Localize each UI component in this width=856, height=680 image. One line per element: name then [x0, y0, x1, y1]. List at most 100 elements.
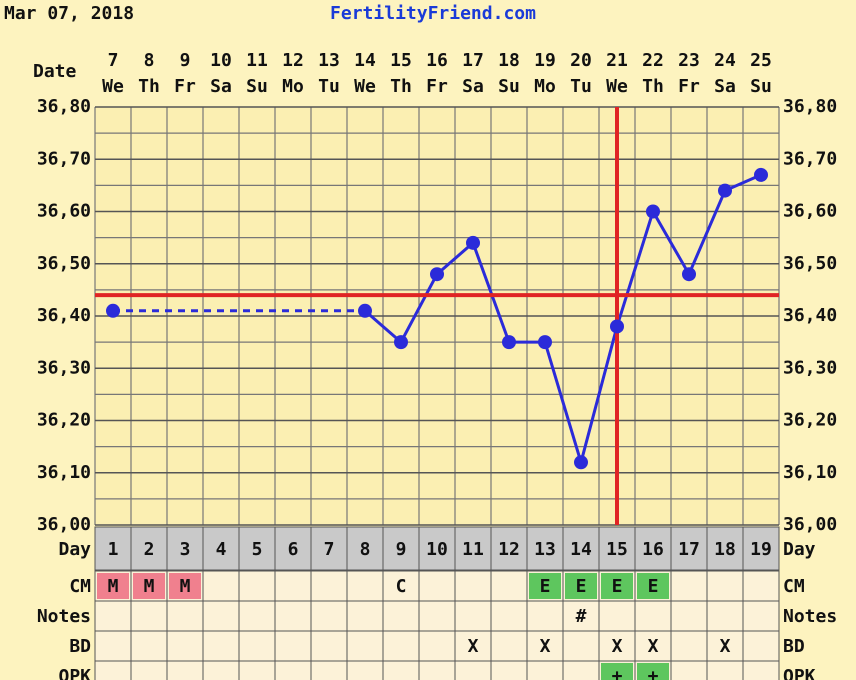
weekday-label: Th	[390, 76, 412, 97]
table-cell	[382, 570, 420, 602]
x-tick-label: 18	[498, 50, 520, 71]
cell-value: X	[648, 636, 659, 657]
x-tick-label: 9	[180, 50, 191, 71]
temperature-point	[682, 267, 696, 282]
table-cell	[598, 630, 636, 662]
table-cell	[202, 600, 240, 632]
table-cell	[130, 630, 168, 662]
cell-highlight	[565, 573, 597, 599]
row-label: CM	[783, 576, 805, 597]
x-tick-label: 21	[606, 50, 628, 71]
row-label: OPK	[58, 666, 91, 680]
cycle-day: 8	[360, 539, 371, 560]
y-tick-label: 36,30	[37, 357, 91, 378]
table-cell	[706, 570, 744, 602]
x-tick-label: 20	[570, 50, 592, 71]
table-cell	[202, 630, 240, 662]
y2-tick-label: 36,20	[783, 410, 837, 431]
cycle-day: 4	[216, 539, 227, 560]
table-cell	[742, 660, 780, 680]
temperature-point	[466, 235, 480, 250]
y2-tick-label: 36,30	[783, 357, 837, 378]
cycle-day: 3	[180, 539, 191, 560]
cell-value: E	[576, 576, 587, 597]
table-cell	[310, 570, 348, 602]
cell-value: X	[720, 636, 731, 657]
temperature-point	[538, 335, 552, 350]
table-cell	[490, 600, 528, 632]
table-cell	[670, 660, 708, 680]
cycle-day: 2	[144, 539, 155, 560]
weekday-label: Su	[750, 76, 772, 97]
table-cell	[490, 660, 528, 680]
cycle-day: 1	[108, 539, 119, 560]
cell-value: M	[180, 576, 191, 597]
table-cell	[742, 600, 780, 632]
cycle-day: 13	[534, 539, 556, 560]
weekday-label: We	[354, 76, 376, 97]
table-cell	[202, 570, 240, 602]
table-cell	[418, 600, 456, 632]
cycle-day: 10	[426, 539, 448, 560]
y-tick-label: 36,20	[37, 410, 91, 431]
table-cell	[706, 660, 744, 680]
y2-tick-label: 36,00	[783, 514, 837, 535]
cell-value: E	[540, 576, 551, 597]
y-tick-label: 36,50	[37, 253, 91, 274]
y2-tick-label: 36,70	[783, 148, 837, 169]
temperature-point	[358, 303, 372, 318]
x-tick-label: 22	[642, 50, 664, 71]
cell-highlight	[637, 573, 669, 599]
temperature-point	[574, 455, 588, 470]
table-cell	[238, 660, 276, 680]
table-cell	[94, 600, 132, 632]
y2-tick-label: 36,50	[783, 253, 837, 274]
x-tick-label: 23	[678, 50, 700, 71]
site-name[interactable]: FertilityFriend.com	[330, 3, 536, 24]
weekday-label: Sa	[462, 76, 484, 97]
table-cell	[94, 630, 132, 662]
x-tick-label: 12	[282, 50, 304, 71]
x-tick-label: 24	[714, 50, 736, 71]
table-cell	[310, 600, 348, 632]
table-cell	[166, 630, 204, 662]
cell-highlight	[601, 663, 633, 680]
table-cell	[166, 660, 204, 680]
table-cell	[562, 660, 600, 680]
table-cell	[274, 630, 312, 662]
cell-value: +	[612, 666, 623, 680]
y-tick-label: 36,40	[37, 305, 91, 326]
table-cell	[130, 600, 168, 632]
table-cell	[670, 630, 708, 662]
table-cell	[274, 600, 312, 632]
table-cell	[454, 600, 492, 632]
cycle-day: 11	[462, 539, 484, 560]
x-tick-label: 16	[426, 50, 448, 71]
y2-tick-label: 36,10	[783, 462, 837, 483]
weekday-label: Fr	[174, 76, 196, 97]
temperature-point	[430, 267, 444, 282]
table-cell	[274, 570, 312, 602]
table-cell	[418, 660, 456, 680]
weekday-label: We	[606, 76, 628, 97]
x-tick-label: 13	[318, 50, 340, 71]
temperature-point	[502, 335, 516, 350]
table-cell	[742, 630, 780, 662]
y2-tick-label: 36,40	[783, 305, 837, 326]
weekday-label: Su	[246, 76, 268, 97]
table-cell	[346, 660, 384, 680]
temperature-point	[394, 335, 408, 350]
y2-tick-label: 36,60	[783, 201, 837, 222]
table-cell	[202, 660, 240, 680]
table-cell	[418, 630, 456, 662]
cycle-day: 19	[750, 539, 772, 560]
x-tick-label: 8	[144, 50, 155, 71]
cell-highlight	[97, 573, 129, 599]
cell-highlight	[637, 663, 669, 680]
weekday-label: Tu	[318, 76, 340, 97]
x-tick-label: 10	[210, 50, 232, 71]
table-cell	[274, 660, 312, 680]
x-axis-title: Date	[33, 61, 77, 82]
row-label: Notes	[37, 606, 91, 627]
table-cell	[634, 600, 672, 632]
